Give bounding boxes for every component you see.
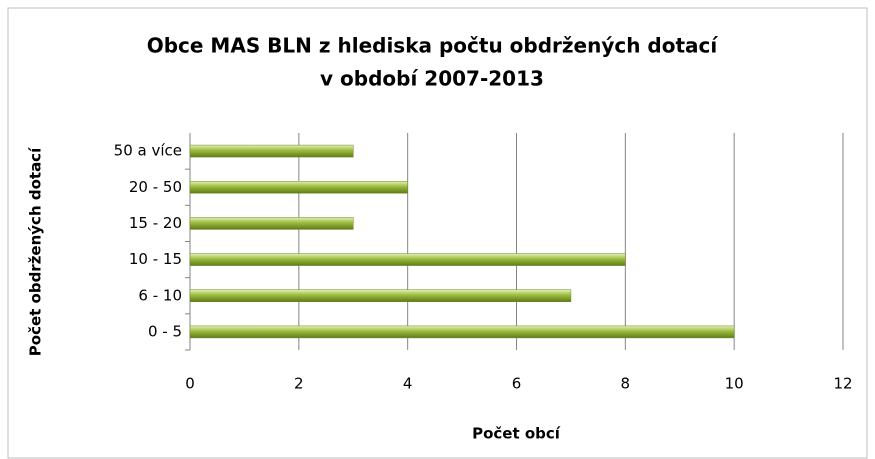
x-tick-label: 12 [833, 375, 852, 393]
chart-title: Obce MAS BLN z hlediska počtu obdržených… [147, 34, 719, 58]
bar [189, 325, 735, 339]
bar [189, 144, 354, 158]
bar [189, 181, 408, 194]
x-tick-label: 4 [403, 375, 413, 393]
x-axis-title: Počet obcí [472, 425, 561, 443]
x-tick-label: 8 [621, 375, 631, 393]
y-tick-label: 6 - 10 [138, 286, 182, 304]
chart-title: v období 2007-2013 [320, 67, 544, 91]
x-tick-label: 10 [725, 375, 744, 393]
y-tick-label: 20 - 50 [129, 178, 182, 196]
y-tick-label: 15 - 20 [129, 214, 182, 232]
y-axis-title: Počet obdržených dotací [27, 147, 45, 356]
x-tick-label: 6 [512, 375, 522, 393]
bar [189, 289, 572, 302]
bar [189, 217, 354, 230]
chart-border [7, 7, 868, 459]
x-tick-label: 2 [294, 375, 304, 393]
bar [189, 253, 626, 266]
y-tick-label: 0 - 5 [148, 322, 182, 340]
x-tick-label: 0 [185, 375, 195, 393]
y-tick-label: 50 a více [114, 142, 182, 160]
y-tick-label: 10 - 15 [129, 250, 182, 268]
